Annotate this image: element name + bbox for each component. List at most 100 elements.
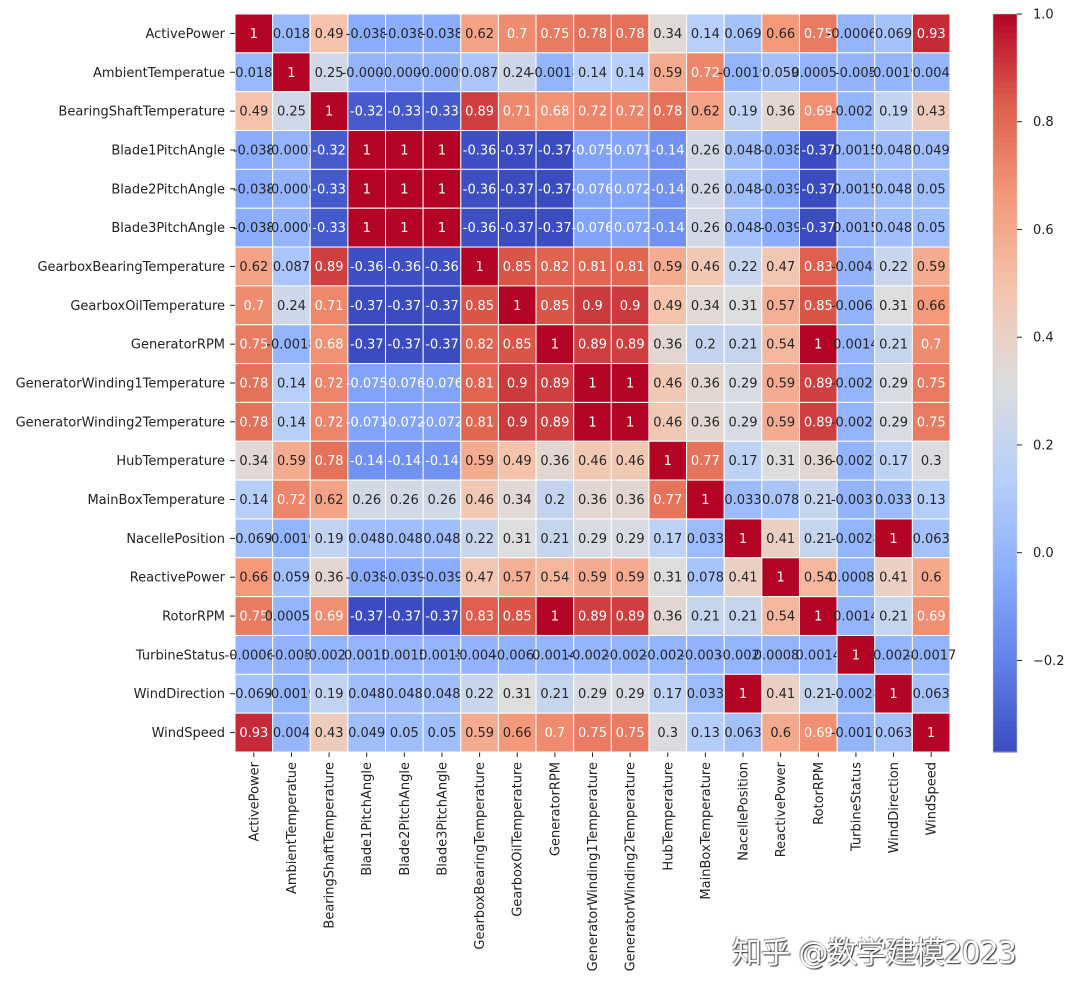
colorbar-segment <box>993 536 1017 544</box>
colorbar-segment <box>993 395 1017 403</box>
cell-value-label: -0.076 <box>572 182 614 197</box>
cell-value-label: -0.0002 <box>266 143 316 158</box>
cell-value-label: -0.071 <box>346 415 388 430</box>
heatmap-cell <box>385 479 424 520</box>
cell-value-label: -0.33 <box>425 105 459 120</box>
cell-value-label: 0.82 <box>540 260 569 275</box>
heatmap-cell <box>497 634 537 675</box>
cell-value-label: 0.14 <box>277 377 306 392</box>
col-tick-label: GearboxOilTemperature <box>511 762 526 917</box>
cell-value-label: 0.49 <box>503 454 532 469</box>
cell-value-label: 0.29 <box>879 415 908 430</box>
cell-value-label: 1 <box>250 27 258 42</box>
colorbar-segment <box>993 462 1017 470</box>
heatmap-cell <box>385 168 424 209</box>
colorbar-tick-label: 1.0 <box>1033 8 1054 23</box>
cell-value-label: -0.37 <box>538 182 572 197</box>
heatmap-cell <box>385 91 424 132</box>
heatmap-cell <box>723 596 763 636</box>
heatmap-cell <box>874 13 913 54</box>
colorbar-segment <box>993 216 1017 224</box>
colorbar-segment <box>993 137 1017 144</box>
cell-value-label: -0.071 <box>609 143 651 158</box>
colorbar-segment <box>993 690 1017 698</box>
heatmap-cell <box>460 91 499 132</box>
cell-value-label: -0.14 <box>651 221 685 236</box>
cell-value-label: 0.68 <box>315 338 344 353</box>
row-tick-label: GeneratorWinding2Temperature <box>16 415 225 430</box>
cell-value-label: -0.37 <box>425 299 459 314</box>
colorbar-segment <box>993 493 1017 501</box>
row-tick-label: GearboxOilTemperature <box>70 299 225 314</box>
col-tick-label: NacellePosition <box>737 762 752 861</box>
cell-value-label: 0.36 <box>691 377 720 392</box>
cell-value-label: -0.33 <box>312 182 346 197</box>
colorbar-segment <box>993 346 1017 353</box>
cell-value-label: 0.29 <box>729 415 758 430</box>
colorbar-segment <box>993 130 1017 138</box>
heatmap-cell <box>723 712 763 753</box>
cell-value-label: -0.0021 <box>831 415 881 430</box>
cell-value-label: 1 <box>363 221 371 236</box>
cell-value-label: 0.59 <box>578 571 607 586</box>
cell-value-label: 1 <box>777 571 785 586</box>
heatmap-cell <box>610 712 650 753</box>
heatmap-cell <box>497 130 537 170</box>
heatmap-cell <box>836 324 876 365</box>
row-tick-label: MainBoxTemperature <box>87 493 225 508</box>
cell-value-label: 0.26 <box>352 493 381 508</box>
cell-value-label: 0.26 <box>691 221 720 236</box>
cell-value-label: 0.47 <box>465 571 494 586</box>
cell-value-label: -0.075 <box>572 143 614 158</box>
cell-value-label: -0.0028 <box>831 532 881 547</box>
heatmap-cell <box>911 557 951 598</box>
heatmap-cell <box>460 440 499 481</box>
cell-value-label: 0.22 <box>729 260 758 275</box>
cell-value-label: 0.59 <box>277 454 306 469</box>
colorbar-segment <box>993 702 1017 710</box>
heatmap-cell <box>497 557 537 598</box>
colorbar-segment <box>993 487 1017 495</box>
cell-value-label: 1 <box>400 143 408 158</box>
cell-value-label: 0.004 <box>273 726 310 741</box>
cell-value-label: 0.0014 <box>833 338 879 353</box>
cell-value-label: 0.26 <box>427 493 456 508</box>
colorbar-tick-label: 0.4 <box>1033 331 1054 346</box>
colorbar-segment <box>993 278 1017 286</box>
heatmap-cell <box>610 479 650 520</box>
cell-value-label: 0.62 <box>239 260 268 275</box>
cell-value-label: -0.076 <box>421 377 463 392</box>
col-tick-label: GearboxBearingTemperature <box>473 762 488 950</box>
heatmap-cell <box>347 596 387 636</box>
cell-value-label: 0.43 <box>917 105 946 120</box>
cell-value-label: 0.72 <box>315 415 344 430</box>
cell-value-label: -0.0037 <box>831 493 881 508</box>
cell-value-label: 1 <box>438 143 446 158</box>
colorbar-segment <box>993 739 1017 747</box>
heatmap-cell <box>798 440 838 481</box>
heatmap-cell <box>272 712 311 753</box>
heatmap-cell <box>497 13 537 54</box>
heatmap-cell <box>836 479 876 520</box>
col-tick-label: ReactivePower <box>774 761 789 857</box>
colorbar-segment <box>993 321 1017 329</box>
cell-value-label: 0.75 <box>616 726 645 741</box>
cell-value-label: 0.77 <box>691 454 720 469</box>
heatmap-cell <box>535 673 575 714</box>
cell-value-label: 0.41 <box>879 571 908 586</box>
colorbar-segment <box>993 192 1017 200</box>
cell-value-label: 0.25 <box>277 105 306 120</box>
cell-value-label: 0.78 <box>616 27 645 42</box>
heatmap-cell <box>422 401 462 442</box>
cell-value-label: 0.59 <box>917 260 946 275</box>
heatmap-cell <box>272 91 311 132</box>
cell-value-label: 0.3 <box>657 726 678 741</box>
heatmap-cell <box>535 634 575 675</box>
cell-value-label: 0.0015 <box>833 221 879 236</box>
heatmap-cell <box>836 246 876 287</box>
heatmap-cell <box>497 363 537 403</box>
cell-value-label: 0.9 <box>507 415 528 430</box>
cell-value-label: 0.75 <box>578 726 607 741</box>
colorbar-frame <box>992 13 1018 753</box>
heatmap-cell <box>648 673 688 714</box>
